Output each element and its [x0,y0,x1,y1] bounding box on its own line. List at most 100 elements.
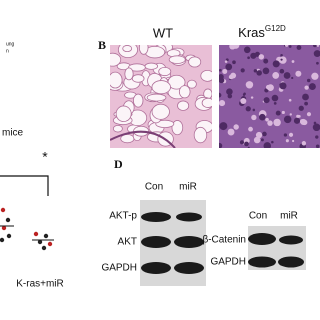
texture [301,141,307,146]
texture [258,54,265,60]
texture [283,133,288,137]
texture [260,138,264,142]
texture [233,124,239,130]
texture [279,82,287,90]
texture [47,241,53,247]
texture [5,217,11,223]
panel-label: B [98,38,106,52]
texture [275,110,281,116]
texture [288,98,292,102]
texture [112,124,123,133]
column-label: miR [179,182,197,193]
panel-label: D [114,157,123,171]
texture [158,66,172,77]
texture [219,92,222,98]
texture [304,85,309,90]
texture [313,121,317,125]
texture [279,56,287,64]
texture [298,105,304,111]
texture [262,131,267,137]
texture [124,67,134,81]
texture [219,142,223,148]
texture [283,72,291,79]
texture [0,237,5,243]
texture [6,233,12,239]
texture [291,60,295,63]
texture [279,68,285,74]
texture [271,140,274,144]
texture [315,135,319,139]
row-label: β-Catenin [202,235,246,246]
texture [247,146,250,148]
texture [132,93,144,108]
texture [300,118,307,126]
texture [272,60,280,68]
texture [253,136,261,144]
texture [41,245,47,251]
fragment: n [6,48,9,54]
texture [245,106,251,112]
texture [33,231,39,237]
row-label: GAPDH [101,263,137,274]
texture [293,117,301,124]
texture [240,97,247,105]
texture [313,45,317,48]
texture [262,67,270,75]
texture [151,80,171,95]
texture [285,139,289,143]
texture [316,61,319,65]
texture [227,93,233,99]
texture [193,126,208,144]
texture [188,56,202,68]
texture [263,97,270,104]
texture [240,68,245,73]
texture [250,96,254,99]
texture [259,113,266,121]
texture [315,144,320,148]
texture [1,225,7,231]
texture [248,126,253,132]
column-label: miR [280,211,298,222]
texture [242,93,246,96]
image-label: KrasG12D [238,24,286,40]
column-label: Con [249,211,267,222]
texture [144,62,159,70]
texture [146,93,167,102]
texture [200,69,212,82]
texture [229,45,236,50]
texture [296,45,302,50]
texture [219,68,222,72]
texture [227,128,235,136]
texture [265,84,271,90]
scatter-dots [0,207,54,251]
texture [311,72,319,80]
texture [295,70,302,77]
texture [306,78,311,83]
row-label: GAPDH [210,257,246,268]
texture [110,130,176,148]
texture [243,46,251,54]
x-label: K-ras+miR [16,279,64,290]
texture [312,123,320,132]
texture [155,119,175,129]
texture [244,141,249,147]
texture [178,85,191,99]
texture [283,115,292,124]
texture [252,108,256,112]
texture [110,52,122,67]
texture [219,77,225,84]
texture [37,239,43,245]
texture [316,45,320,47]
texture [253,69,258,73]
texture [255,131,263,139]
bracket [0,175,49,196]
texture [302,93,309,101]
row-label: AKT-p [109,211,137,222]
texture [272,71,280,79]
texture [289,113,292,116]
row-label: AKT [118,237,137,248]
texture [280,58,283,61]
texture [171,120,184,136]
texture [138,45,149,55]
